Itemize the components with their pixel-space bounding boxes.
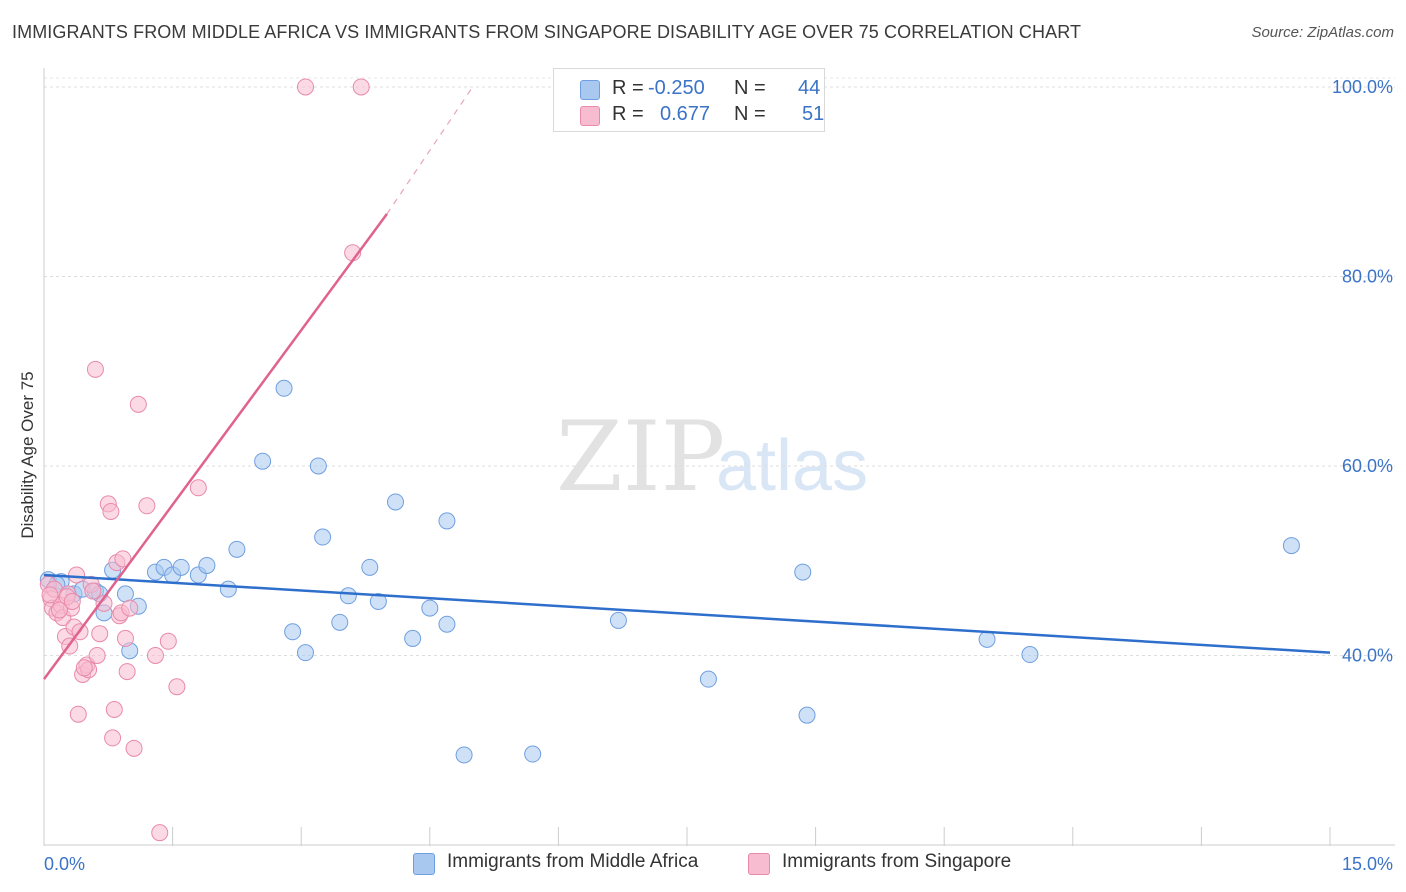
legend-r-label: R = [612, 103, 644, 125]
data-point [116, 629, 134, 647]
legend-r-label: R = [612, 77, 644, 99]
trend-line-middle-africa [43, 573, 1331, 654]
data-point [105, 700, 123, 718]
y-tick-label: 80.0% [1342, 266, 1393, 286]
data-point [138, 497, 156, 515]
data-point [296, 78, 314, 96]
data-point [102, 502, 120, 520]
data-point [369, 592, 387, 610]
data-point [228, 540, 246, 558]
data-point [125, 739, 143, 757]
data-point [41, 586, 59, 604]
data-point [455, 746, 473, 764]
chart-title: IMMIGRANTS FROM MIDDLE AFRICA VS IMMIGRA… [12, 22, 1082, 42]
series-singapore [39, 78, 370, 842]
data-point [254, 452, 272, 470]
legend-r-value: -0.250 [648, 77, 705, 99]
data-point [352, 78, 370, 96]
data-point [63, 592, 81, 610]
x-tick-label: 0.0% [44, 854, 85, 874]
data-point [50, 601, 68, 619]
data-point [404, 629, 422, 647]
legend-n-label: N = [734, 77, 766, 99]
data-point [798, 706, 816, 724]
source-label: Source: ZipAtlas.com [1251, 24, 1394, 41]
watermark-atlas: atlas [716, 426, 868, 506]
data-point [438, 615, 456, 633]
data-point [275, 379, 293, 397]
legend-swatch-singapore [580, 106, 600, 126]
data-point [86, 360, 104, 378]
data-point [91, 625, 109, 643]
data-point [69, 705, 87, 723]
data-point [129, 395, 147, 413]
x-tick-label: 15.0% [1342, 854, 1393, 874]
data-point [339, 587, 357, 605]
data-point [421, 599, 439, 617]
data-point [978, 630, 996, 648]
data-point [114, 550, 132, 568]
data-point [168, 678, 186, 696]
watermark-zip: ZIP [556, 401, 725, 513]
data-point [88, 646, 106, 664]
y-tick-label: 100.0% [1332, 77, 1393, 97]
data-point [1282, 537, 1300, 555]
data-point [172, 558, 190, 576]
y-tick-label: 60.0% [1342, 456, 1393, 476]
data-point [121, 599, 139, 617]
legend-n-label: N = [734, 103, 766, 125]
y-axis-label: Disability Age Over 75 [18, 371, 37, 539]
bottom-legend-swatch-singapore [748, 853, 770, 875]
data-point [95, 594, 113, 612]
legend-swatch-middle-africa [580, 80, 600, 100]
data-point [151, 824, 169, 842]
data-point [118, 663, 136, 681]
data-point [524, 745, 542, 763]
data-point [159, 632, 177, 650]
data-point [104, 729, 122, 747]
data-point [309, 457, 327, 475]
legend-n-value: 51 [802, 103, 825, 125]
legend-n-value: 44 [798, 77, 821, 99]
data-point [361, 558, 379, 576]
data-point [284, 623, 302, 641]
data-point [1021, 646, 1039, 664]
data-point [84, 582, 102, 600]
trend-line-singapore [42, 213, 388, 680]
legend-r-value: 0.677 [660, 103, 711, 125]
data-point [794, 563, 812, 581]
bottom-legend-swatch-middle-africa [413, 853, 435, 875]
data-point [75, 659, 93, 677]
correlation-legend: R = -0.250 N = 44 R = 0.677 N = 51 [553, 68, 825, 132]
y-tick-label: 40.0% [1342, 645, 1393, 665]
data-point [387, 493, 405, 511]
data-point [146, 646, 164, 664]
data-point [699, 670, 717, 688]
data-point [438, 512, 456, 530]
trend-line-singapore-extension [386, 86, 474, 215]
data-point [296, 644, 314, 662]
data-point [68, 566, 86, 584]
data-point [198, 556, 216, 574]
data-point [331, 613, 349, 631]
bottom-legend-label: Immigrants from Middle Africa [447, 851, 699, 872]
data-point [219, 580, 237, 598]
data-point [116, 585, 134, 603]
bottom-legend-label: Immigrants from Singapore [782, 851, 1012, 872]
data-point [189, 479, 207, 497]
data-point [314, 528, 332, 546]
data-point [609, 611, 627, 629]
